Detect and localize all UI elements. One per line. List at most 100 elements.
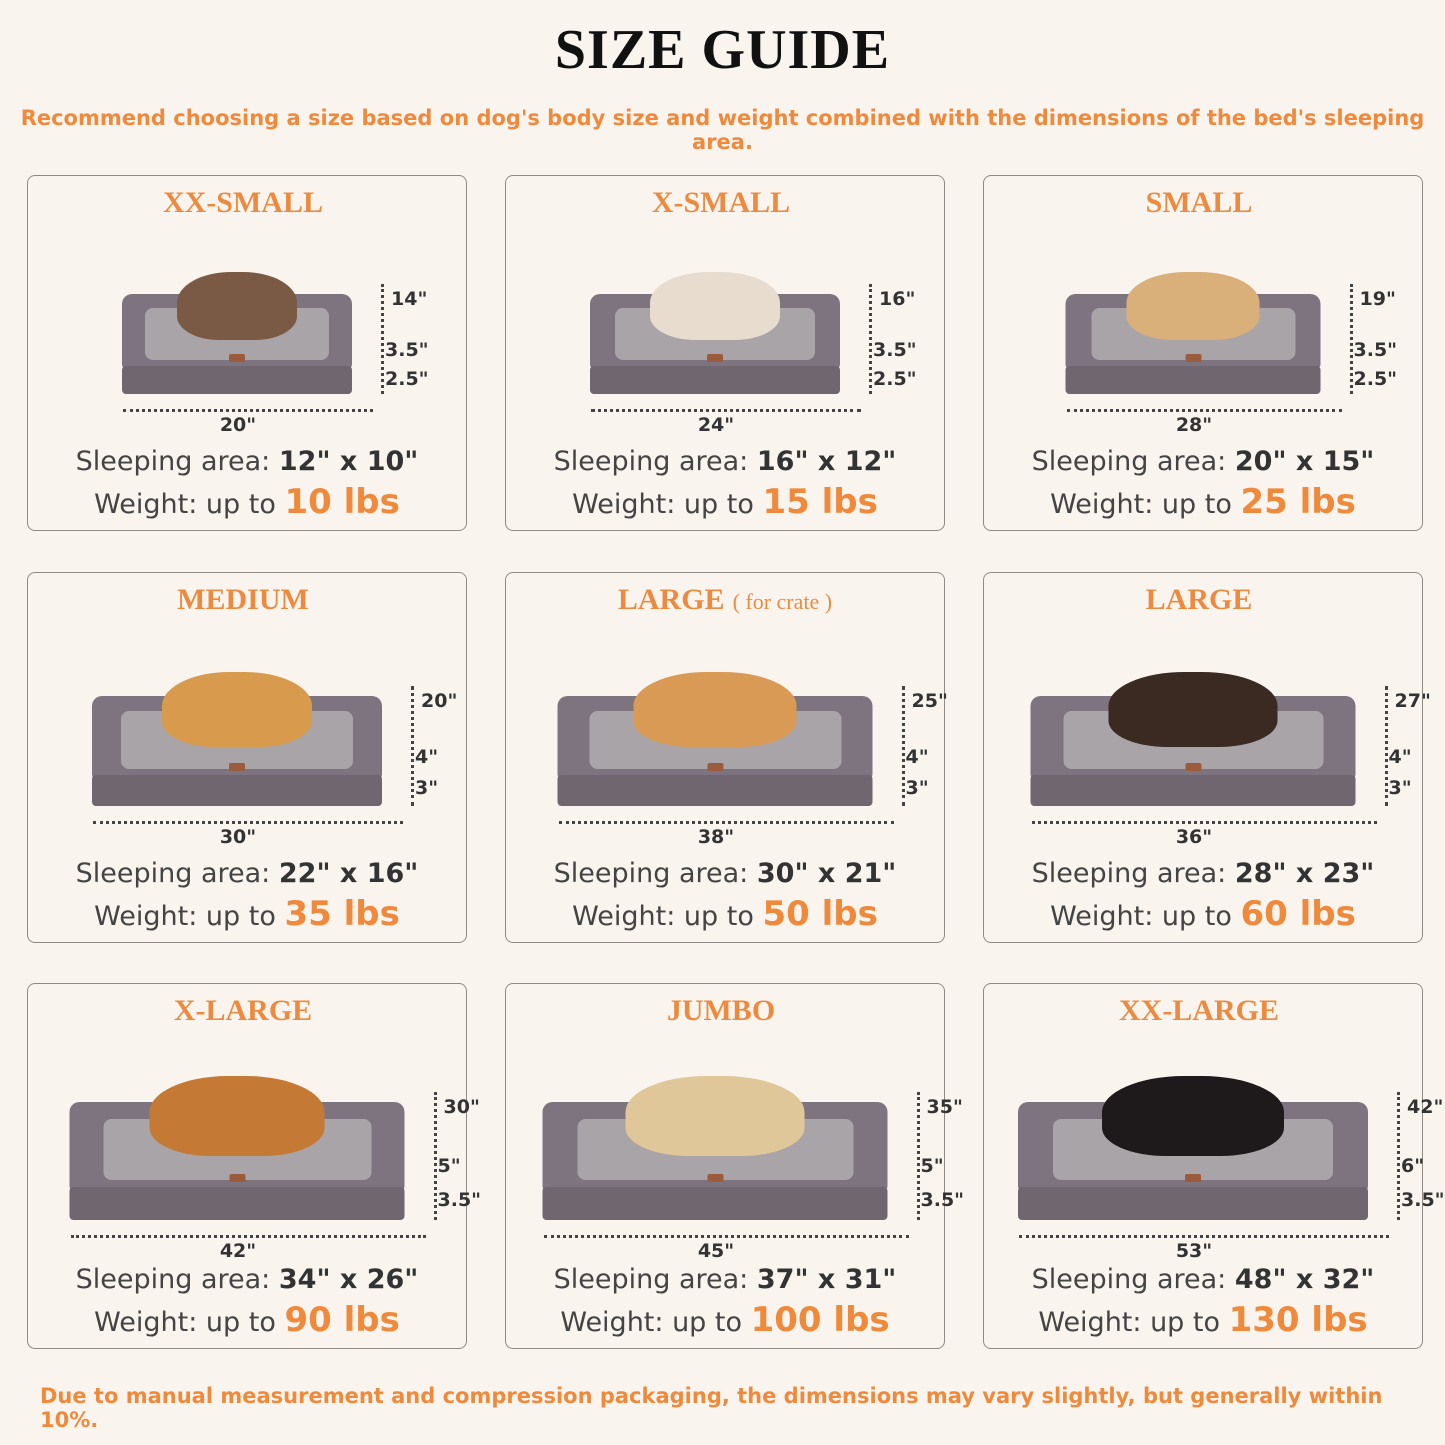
depth-label: 30" xyxy=(443,1096,480,1118)
size-card: LARGE 36" 27" 4" 3" Sleeping area: 28" x… xyxy=(983,572,1431,943)
sleeping-area: Sleeping area: 30" x 21" xyxy=(506,858,944,889)
dog-image xyxy=(149,1076,325,1157)
weight-limit: Weight: up to 90 lbs xyxy=(28,1300,466,1340)
weight-value: 130 lbs xyxy=(1228,1300,1368,1340)
width-label: 24" xyxy=(697,414,735,436)
bed-base xyxy=(92,775,382,806)
size-name: X-LARGE xyxy=(173,994,313,1027)
height-dimension-line xyxy=(1384,686,1388,806)
size-title: X-LARGE xyxy=(28,994,466,1028)
weight-value: 100 lbs xyxy=(750,1300,890,1340)
height-dimension-line xyxy=(1349,284,1353,394)
bed-logo-tag xyxy=(1185,354,1201,362)
sleeping-area-value: 20" x 15" xyxy=(1234,446,1375,477)
weight-limit: Weight: up to 35 lbs xyxy=(28,894,466,934)
weight-label: Weight: up to xyxy=(94,1307,276,1338)
sleeping-area-value: 48" x 32" xyxy=(1234,1264,1375,1295)
base-height-label: 3" xyxy=(905,777,929,800)
width-label: 53" xyxy=(1175,1240,1213,1262)
base-height-label: 3.5" xyxy=(437,1189,482,1212)
sleeping-area: Sleeping area: 34" x 26" xyxy=(28,1264,466,1295)
sleeping-area-value: 30" x 21" xyxy=(756,858,897,889)
size-card: XX-SMALL 20" 14" 3.5" 2.5" Sleeping area… xyxy=(27,175,467,531)
depth-label: 14" xyxy=(391,288,428,310)
width-dimension-line xyxy=(93,821,403,824)
size-name: XX-SMALL xyxy=(162,186,323,219)
dog-image xyxy=(1102,1076,1284,1157)
width-label: 42" xyxy=(219,1240,257,1262)
bed-illustration xyxy=(557,671,873,806)
bed-logo-tag xyxy=(229,762,245,771)
sleeping-area-value: 16" x 12" xyxy=(756,446,897,477)
footer-note: Due to manual measurement and compressio… xyxy=(40,1384,1383,1432)
bed-illustration xyxy=(69,1076,405,1220)
size-name: JUMBO xyxy=(666,994,776,1027)
bolster-height-label: 6" xyxy=(1401,1155,1425,1178)
weight-label: Weight: up to xyxy=(572,489,754,520)
bed-base xyxy=(122,366,352,394)
weight-label: Weight: up to xyxy=(560,1307,743,1338)
size-card: X-SMALL 24" 16" 3.5" 2.5" Sleeping area:… xyxy=(505,175,945,531)
sleeping-area-label: Sleeping area: xyxy=(75,858,271,889)
sleeping-area-value: 28" x 23" xyxy=(1234,858,1375,889)
dog-image xyxy=(633,671,797,747)
sleeping-area: Sleeping area: 37" x 31" xyxy=(506,1264,944,1295)
weight-label: Weight: up to xyxy=(1050,489,1232,520)
sleeping-area: Sleeping area: 20" x 15" xyxy=(984,446,1422,477)
bolster-height-label: 4" xyxy=(1388,745,1412,768)
width-dimension-line xyxy=(123,409,373,412)
weight-value: 10 lbs xyxy=(284,482,400,522)
size-name: MEDIUM xyxy=(177,583,309,616)
depth-label: 25" xyxy=(911,690,948,712)
size-card: X-LARGE 42" 30" 5" 3.5" Sleeping area: 3… xyxy=(27,983,481,1349)
bed-illustration xyxy=(542,1076,888,1220)
size-note: ( for crate ) xyxy=(732,589,833,614)
bed-illustration xyxy=(92,671,382,806)
base-height-label: 2.5" xyxy=(873,368,917,390)
size-card: JUMBO 45" 35" 5" 3.5" Sleeping area: 37"… xyxy=(505,983,964,1349)
depth-label: 42" xyxy=(1407,1096,1444,1118)
weight-limit: Weight: up to 100 lbs xyxy=(506,1300,944,1340)
size-title: XX-LARGE xyxy=(984,994,1422,1028)
height-dimension-line xyxy=(869,284,872,394)
sleeping-area-label: Sleeping area: xyxy=(75,446,271,477)
weight-limit: Weight: up to 130 lbs xyxy=(984,1300,1422,1340)
bed-logo-tag xyxy=(1185,1174,1201,1183)
bolster-height-label: 3.5" xyxy=(385,339,429,361)
width-dimension-line xyxy=(1019,1235,1389,1238)
sleeping-area: Sleeping area: 16" x 12" xyxy=(506,446,944,477)
bolster-height-label: 3.5" xyxy=(1353,339,1398,361)
bed-logo-tag xyxy=(229,1174,245,1183)
weight-limit: Weight: up to 10 lbs xyxy=(28,482,466,522)
width-dimension-line xyxy=(1031,821,1377,824)
bed-illustration xyxy=(1030,671,1356,806)
size-title: X-SMALL xyxy=(506,186,944,220)
width-label: 38" xyxy=(697,826,735,848)
weight-value: 90 lbs xyxy=(284,1300,400,1340)
base-height-label: 3.5" xyxy=(920,1189,965,1212)
bed-base xyxy=(542,1186,888,1220)
sleeping-area-label: Sleeping area: xyxy=(553,858,749,889)
bed-base xyxy=(557,775,873,806)
width-label: 36" xyxy=(1175,826,1213,848)
bed-logo-tag xyxy=(707,354,723,362)
weight-value: 50 lbs xyxy=(762,894,878,934)
weight-limit: Weight: up to 15 lbs xyxy=(506,482,944,522)
sleeping-area-label: Sleeping area: xyxy=(75,1264,271,1295)
bed-logo-tag xyxy=(1185,762,1201,771)
height-dimension-line xyxy=(916,1092,920,1220)
dog-image xyxy=(650,272,780,340)
weight-value: 25 lbs xyxy=(1240,482,1356,522)
dog-image xyxy=(1126,272,1260,340)
bed-base xyxy=(1018,1186,1368,1220)
height-dimension-line xyxy=(901,686,905,806)
size-title: LARGE ( for crate ) xyxy=(506,583,944,617)
weight-label: Weight: up to xyxy=(94,901,276,932)
size-title: MEDIUM xyxy=(28,583,466,617)
bed-illustration xyxy=(590,272,840,394)
sleeping-area-label: Sleeping area: xyxy=(553,446,749,477)
depth-label: 35" xyxy=(926,1096,963,1118)
sleeping-area-value: 12" x 10" xyxy=(278,446,419,477)
depth-label: 27" xyxy=(1394,690,1431,712)
bolster-height-label: 3.5" xyxy=(873,339,917,361)
